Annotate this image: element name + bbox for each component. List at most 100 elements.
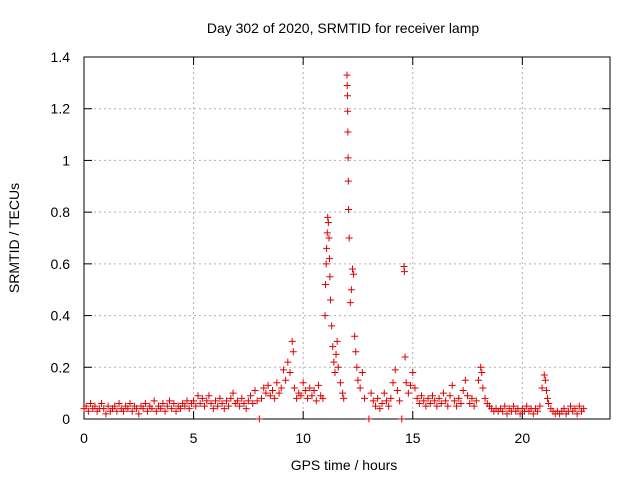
- data-point: [478, 368, 486, 376]
- data-point: [264, 381, 272, 389]
- data-point: [135, 410, 143, 418]
- data-point: [229, 389, 237, 397]
- data-point: [255, 415, 263, 423]
- data-point: [324, 218, 332, 226]
- x-tick-label: 0: [80, 430, 88, 446]
- data-point: [290, 384, 298, 392]
- data-point: [91, 402, 99, 410]
- data-point: [407, 381, 415, 389]
- data-point: [102, 410, 110, 418]
- data-point: [499, 407, 507, 415]
- data-point: [157, 405, 165, 413]
- data-point: [323, 229, 331, 237]
- data-point: [418, 392, 426, 400]
- data-point: [310, 387, 318, 395]
- data-point: [365, 415, 373, 423]
- data-point: [580, 405, 588, 413]
- data-point: [181, 402, 189, 410]
- data-point: [344, 154, 352, 162]
- data-point: [190, 397, 198, 405]
- data-point: [409, 368, 417, 376]
- data-point: [139, 405, 147, 413]
- grid-lines: [84, 57, 610, 419]
- data-point: [350, 270, 358, 278]
- data-point: [84, 407, 92, 415]
- data-point: [433, 402, 441, 410]
- data-point: [192, 402, 200, 410]
- data-point: [358, 368, 366, 376]
- data-point: [297, 392, 305, 400]
- data-point: [152, 407, 160, 415]
- data-point: [347, 286, 355, 294]
- x-tick-label: 15: [405, 430, 421, 446]
- data-point: [339, 389, 347, 397]
- data-point: [183, 397, 191, 405]
- data-point: [448, 381, 456, 389]
- data-point: [455, 394, 463, 402]
- data-point: [144, 407, 152, 415]
- data-point: [319, 394, 327, 402]
- data-point: [356, 384, 364, 392]
- data-point: [481, 394, 489, 402]
- data-point: [325, 255, 333, 263]
- data-point: [268, 387, 276, 395]
- data-point: [540, 371, 548, 379]
- data-point: [275, 389, 283, 397]
- y-axis-label: SRMTID / TECUs: [6, 183, 22, 293]
- plot-frame: [83, 56, 611, 420]
- data-point: [334, 363, 342, 371]
- data-point: [306, 384, 314, 392]
- data-point: [322, 281, 330, 289]
- data-point: [165, 397, 173, 405]
- data-point: [391, 366, 399, 374]
- data-point: [376, 405, 384, 413]
- data-point: [196, 399, 204, 407]
- data-point: [332, 350, 340, 358]
- data-point: [444, 402, 452, 410]
- data-point: [529, 410, 537, 418]
- data-point: [242, 405, 250, 413]
- data-point: [212, 397, 219, 405]
- data-point: [472, 397, 480, 405]
- x-axis-label: GPS time / hours: [291, 457, 398, 473]
- data-point: [253, 397, 261, 405]
- data-point: [141, 399, 149, 407]
- data-point: [315, 381, 323, 389]
- data-point: [225, 402, 233, 410]
- data-point: [286, 368, 294, 376]
- data-point: [344, 107, 352, 115]
- data-point: [411, 384, 419, 392]
- data-point: [260, 384, 268, 392]
- data-point: [222, 397, 230, 405]
- data-point: [176, 405, 184, 413]
- data-point: [503, 410, 511, 418]
- data-point: [479, 384, 487, 392]
- data-point: [470, 402, 478, 410]
- data-point: [209, 405, 217, 413]
- data-point: [361, 394, 369, 402]
- data-point: [475, 376, 482, 384]
- data-point: [133, 405, 141, 413]
- y-tick-label: 1: [62, 152, 70, 168]
- data-point: [100, 405, 108, 413]
- data-point: [333, 337, 341, 345]
- data-point: [435, 394, 443, 402]
- data-point: [115, 399, 123, 407]
- data-point: [536, 402, 544, 410]
- x-tick-label: 5: [190, 430, 198, 446]
- data-point: [198, 394, 206, 402]
- x-tick-labels: 0 5 10 15 20: [80, 430, 530, 446]
- data-point: [124, 405, 132, 413]
- data-point: [573, 410, 581, 418]
- x-tick-label: 20: [515, 430, 531, 446]
- data-point: [148, 405, 156, 413]
- data-point: [457, 399, 465, 407]
- data-point: [446, 392, 454, 400]
- y-tick-label: 0.8: [51, 204, 71, 220]
- data-point: [510, 402, 518, 410]
- data-point: [369, 397, 377, 405]
- data-point: [437, 399, 445, 407]
- data-point: [329, 343, 337, 351]
